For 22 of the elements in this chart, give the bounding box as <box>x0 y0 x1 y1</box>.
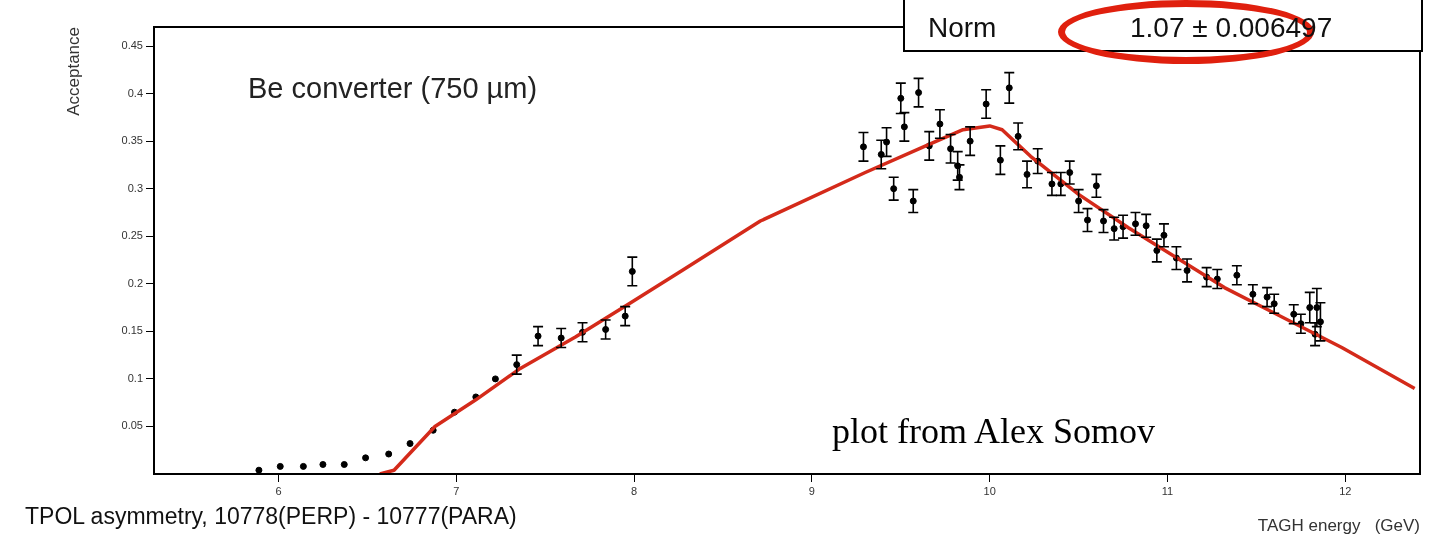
annotation: Be converter (750 µm) <box>248 72 538 105</box>
y-axis-title: Acceptance <box>63 27 83 116</box>
y-tick-label: 0.3 <box>127 181 143 194</box>
x-axis-title: TAGH energy (GeV) <box>1257 516 1420 536</box>
x-tick-label: 7 <box>453 484 460 497</box>
annotation: plot from Alex Somov <box>832 410 1155 452</box>
y-tick-label: 0.25 <box>121 229 143 242</box>
y-tick-label: 0.05 <box>121 419 143 432</box>
y-tick-label: 0.45 <box>121 39 143 52</box>
x-tick-label: 12 <box>1339 484 1352 497</box>
annotation: Norm <box>928 12 997 44</box>
y-tick-label: 0.1 <box>127 371 143 384</box>
y-tick-label: 0.2 <box>127 276 143 289</box>
x-tick-label: 9 <box>808 484 815 497</box>
x-tick-label: 6 <box>275 484 282 497</box>
x-tick-label: 8 <box>631 484 638 497</box>
y-tick-label: 0.15 <box>121 324 143 337</box>
y-tick-label: 0.4 <box>127 86 143 99</box>
x-tick-label: 10 <box>983 484 996 497</box>
x-tick-label: 11 <box>1161 484 1174 497</box>
y-tick-label: 0.35 <box>121 134 143 147</box>
text: TPOL asymmetry, 10778(PERP) - 10777(PARA) <box>25 503 517 530</box>
